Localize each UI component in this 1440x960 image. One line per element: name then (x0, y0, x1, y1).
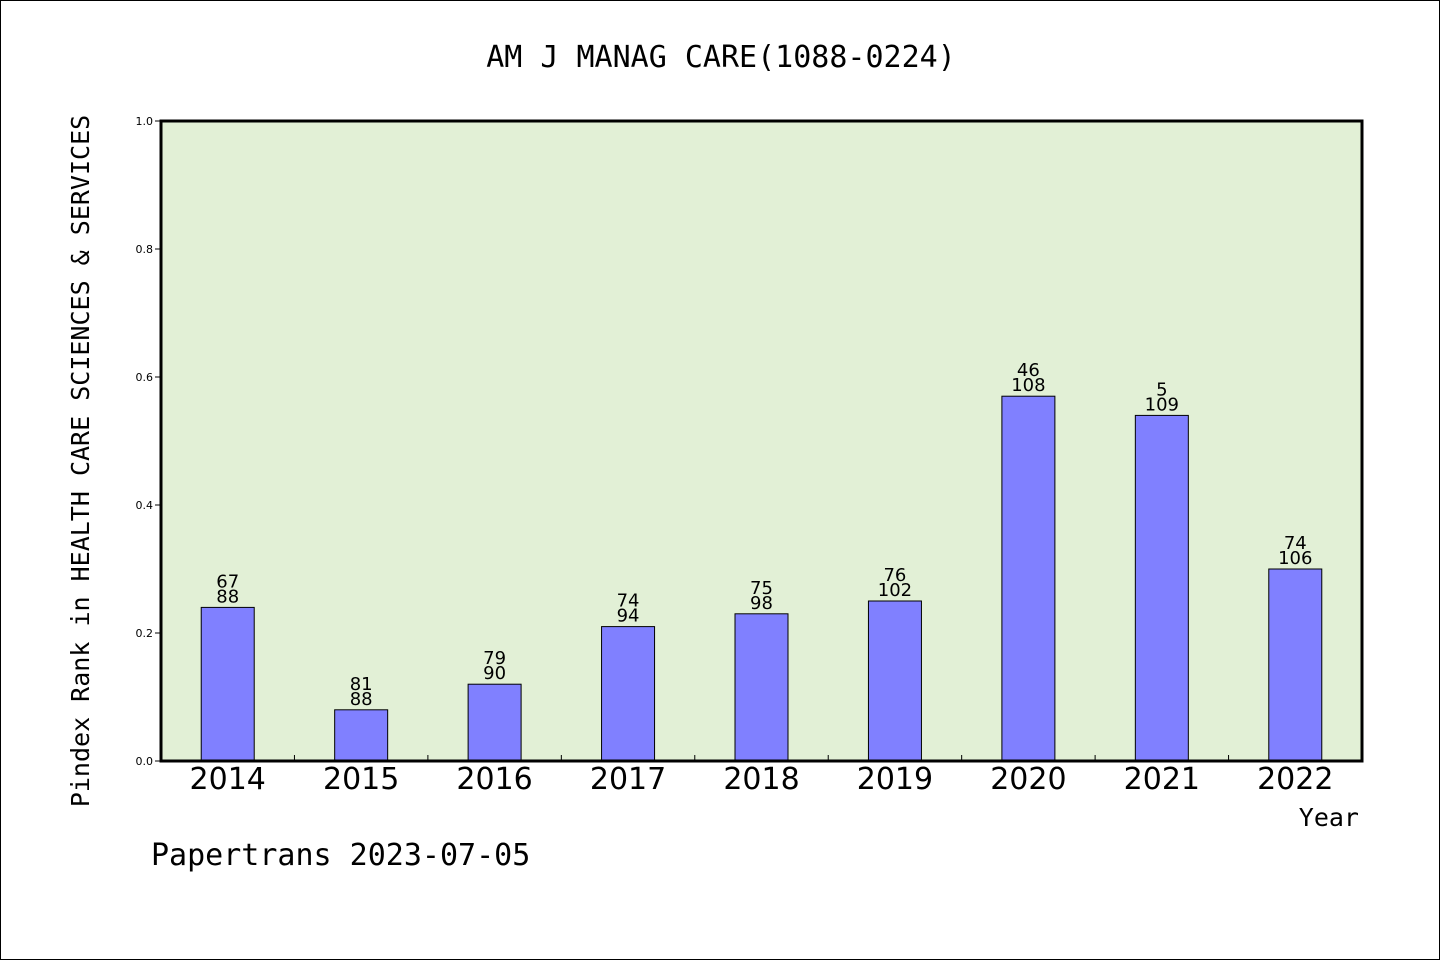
total-label-2014: 88 (216, 586, 239, 607)
y-tick-label: 0.4 (136, 499, 154, 512)
y-tick-label: 0.8 (136, 243, 154, 256)
rank-label-2021: 5 (1156, 379, 1167, 400)
y-axis-label: Pindex Rank in HEALTH CARE SCIENCES & SE… (66, 115, 95, 807)
footer-credit: Papertrans 2023-07-05 (151, 838, 530, 873)
rank-label-2015: 81 (350, 674, 373, 695)
y-tick-label: 1.0 (136, 115, 154, 128)
x-tick-label-2022: 2022 (1257, 762, 1333, 797)
bar-2017 (601, 626, 656, 762)
total-label-2017: 94 (617, 606, 640, 627)
rank-label-2019: 76 (883, 565, 906, 586)
rank-label-2018: 75 (750, 578, 773, 599)
bar-2020 (1001, 395, 1056, 762)
rank-label-2020: 46 (1017, 360, 1040, 381)
bar-2018 (734, 613, 789, 762)
x-axis: 2014 2015 2016 2017 2018 2019 2020 2021 2022 (190, 755, 1333, 797)
y-tick-label: 0.6 (136, 371, 154, 384)
plot-frame (159, 119, 1364, 763)
y-tick-label: 0.0 (136, 755, 154, 768)
total-label-2020: 108 (1011, 375, 1045, 396)
bar-2014 (200, 606, 255, 762)
x-tick-label-2014: 2014 (190, 762, 266, 797)
bar-2019 (867, 600, 922, 762)
x-tick-label-2017: 2017 (590, 762, 666, 797)
rank-label-2016: 79 (483, 648, 506, 669)
bar-2022 (1268, 568, 1323, 762)
y-axis: 0.0 0.2 0.4 0.6 0.8 1.0 (136, 115, 161, 768)
total-label-2016: 90 (483, 663, 506, 684)
rank-label-2017: 74 (617, 591, 640, 612)
x-tick-label-2018: 2018 (723, 762, 799, 797)
x-tick-label-2019: 2019 (857, 762, 933, 797)
x-tick-label-2015: 2015 (323, 762, 399, 797)
x-axis-label: Year (1299, 803, 1359, 832)
rank-label-2022: 74 (1284, 533, 1307, 554)
y-tick-label: 0.2 (136, 627, 154, 640)
bar-2021 (1134, 414, 1189, 762)
total-label-2019: 102 (878, 580, 912, 601)
total-label-2021: 109 (1145, 394, 1179, 415)
total-label-2015: 88 (350, 689, 373, 710)
x-tick-label-2020: 2020 (990, 762, 1066, 797)
total-label-2022: 106 (1278, 548, 1312, 569)
rank-label-2014: 67 (216, 571, 239, 592)
bar-2015 (334, 709, 389, 762)
total-label-2018: 98 (750, 593, 773, 614)
chart-title: AM J MANAG CARE(1088-0224) (486, 40, 956, 75)
bar-2016 (467, 683, 522, 762)
x-tick-label-2021: 2021 (1124, 762, 1200, 797)
x-tick-label-2016: 2016 (456, 762, 532, 797)
